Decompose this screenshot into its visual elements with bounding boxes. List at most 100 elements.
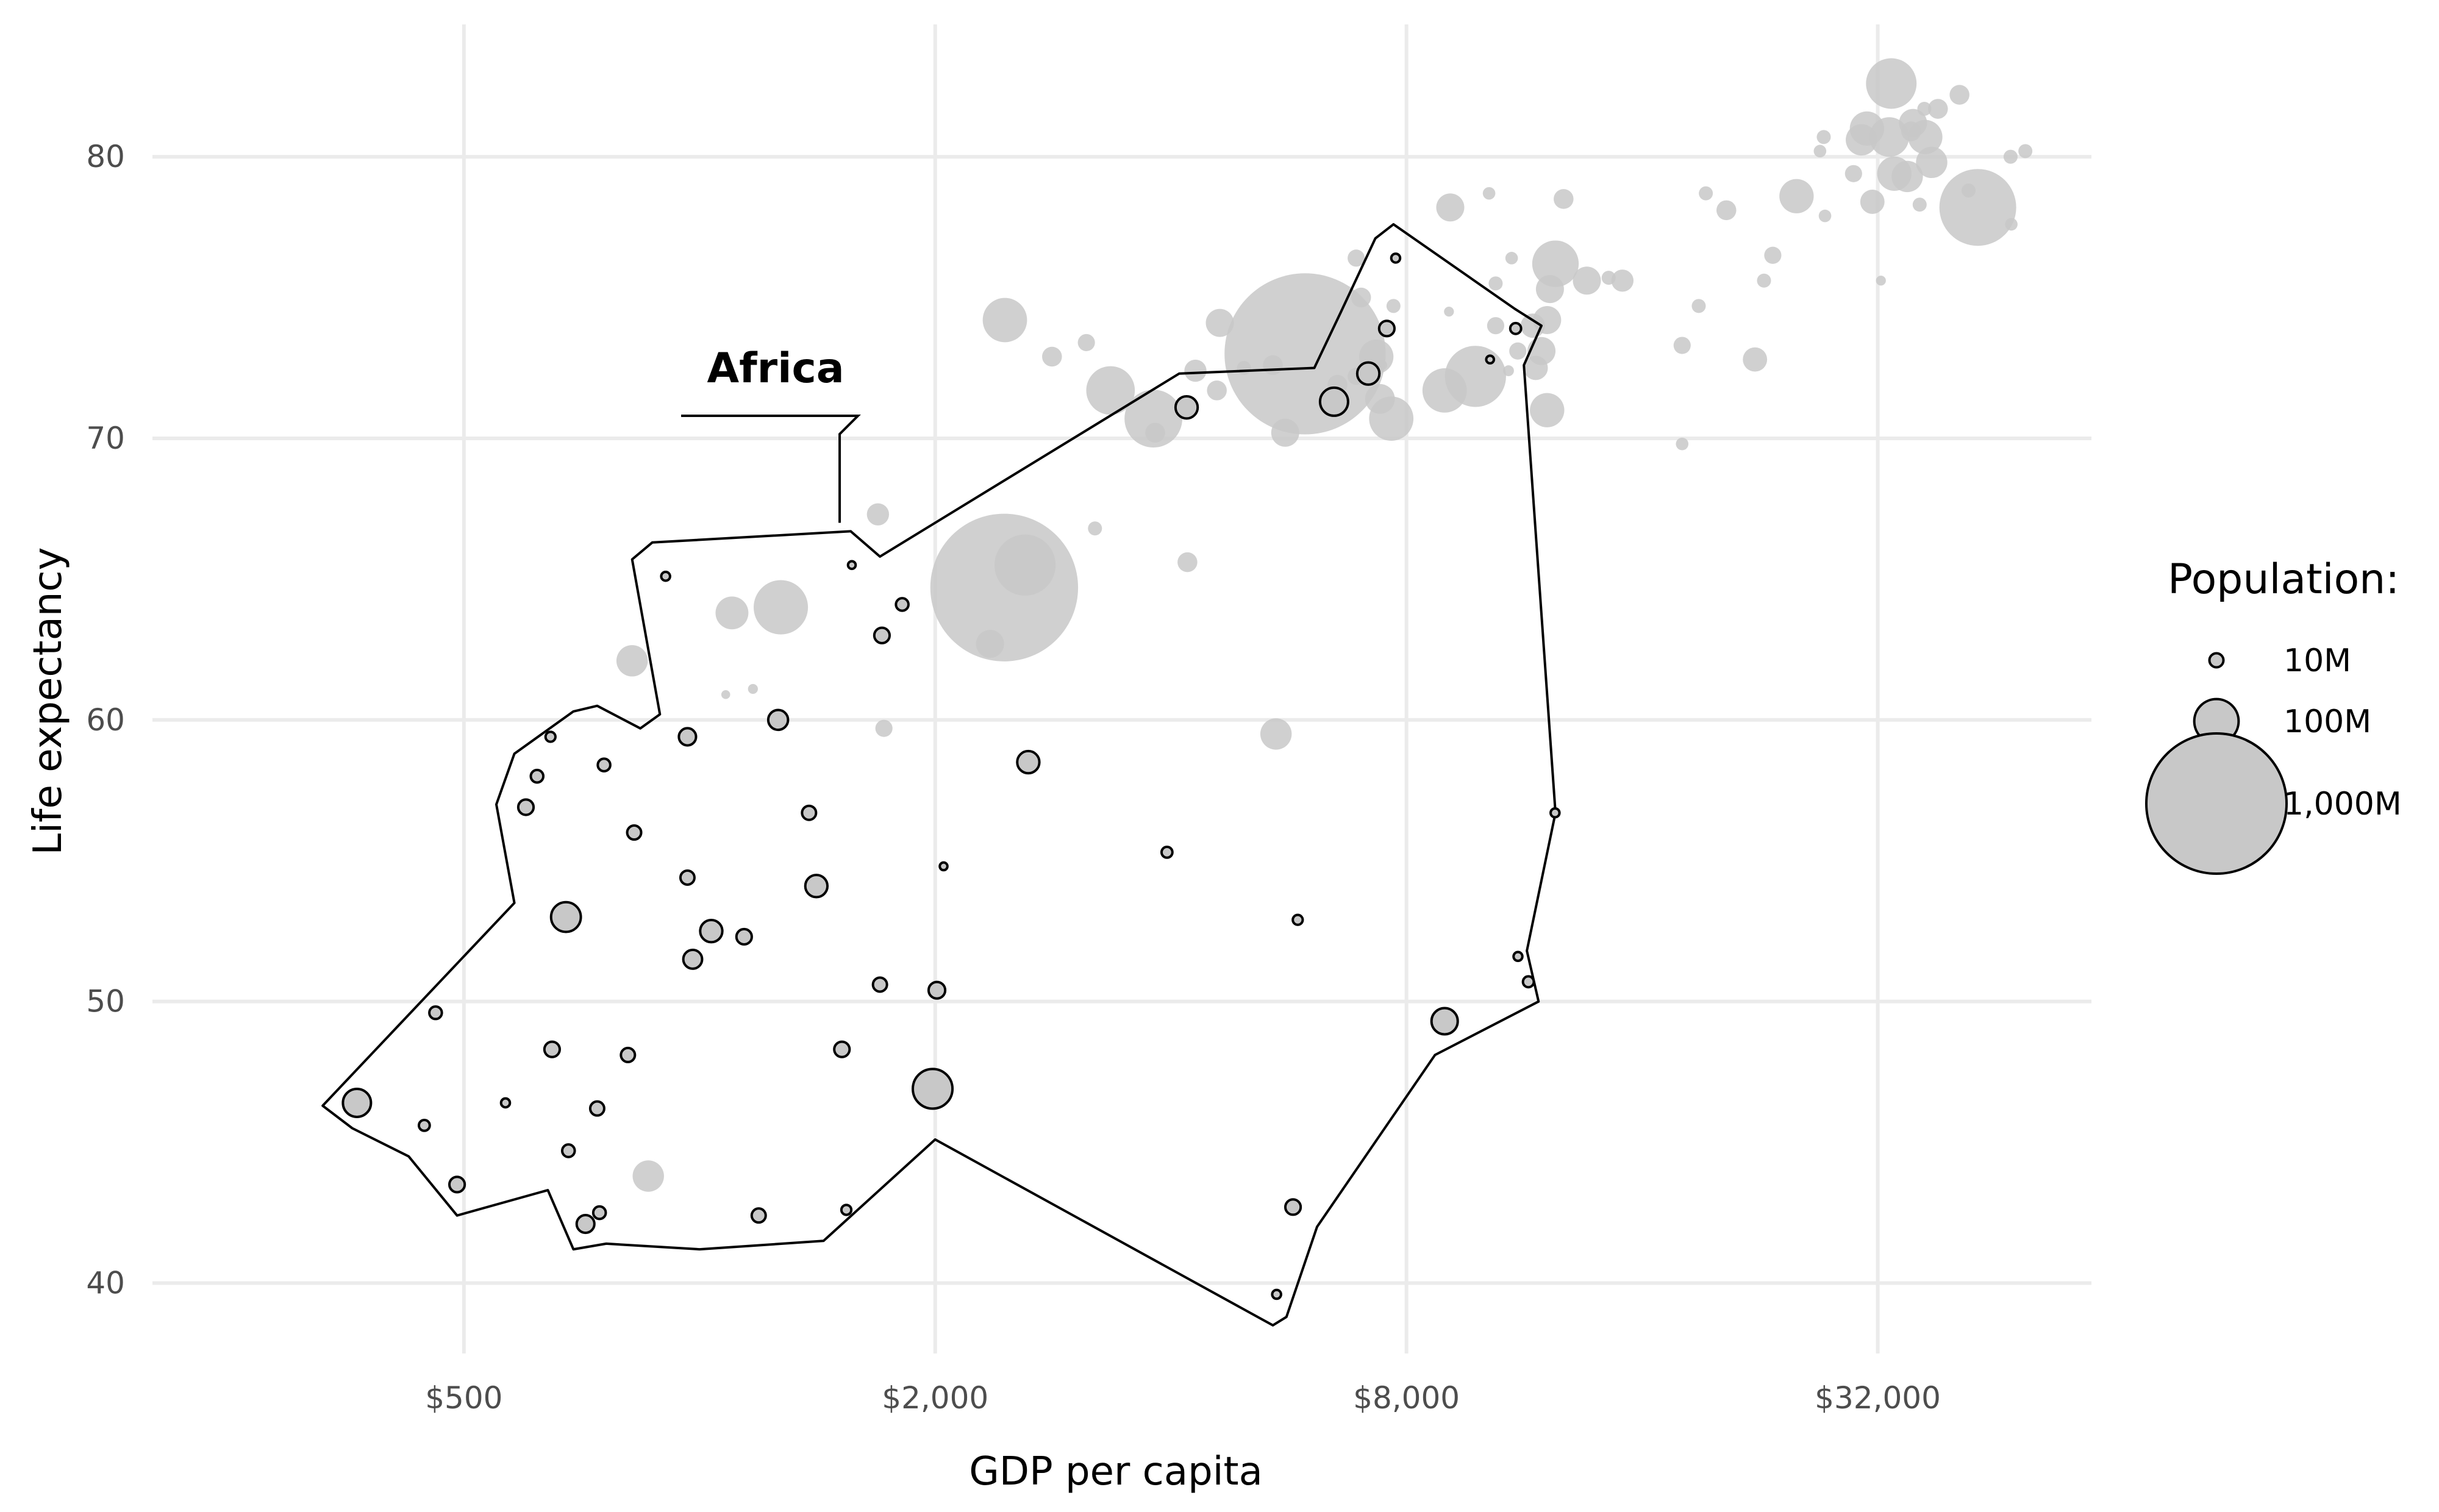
africa-data-point bbox=[677, 727, 698, 747]
data-point bbox=[1779, 179, 1814, 213]
data-point bbox=[1876, 276, 1886, 286]
africa-data-point bbox=[1512, 950, 1524, 963]
africa-data-point bbox=[549, 900, 582, 933]
africa-data-point bbox=[1271, 1288, 1282, 1300]
annotation-label: Africa bbox=[707, 344, 844, 393]
africa-data-point bbox=[1160, 845, 1174, 859]
africa-data-point bbox=[927, 980, 947, 1000]
data-point bbox=[875, 719, 893, 737]
africa-data-point bbox=[417, 1118, 431, 1132]
data-point bbox=[1917, 102, 1932, 116]
data-point bbox=[1764, 246, 1782, 264]
data-point bbox=[1386, 299, 1401, 313]
data-point bbox=[721, 690, 730, 699]
y-axis-ticks: 40 50 60 70 80 bbox=[86, 139, 125, 1300]
x-tick-label: $32,000 bbox=[1815, 1380, 1941, 1416]
legend-key bbox=[2208, 652, 2225, 669]
data-point bbox=[632, 1160, 664, 1192]
y-tick-label: 70 bbox=[86, 421, 125, 456]
data-point bbox=[1422, 368, 1467, 413]
africa-data-point bbox=[588, 1100, 605, 1117]
africa-data-point bbox=[699, 919, 724, 944]
data-point bbox=[1086, 366, 1135, 415]
africa-data-point bbox=[620, 1046, 637, 1063]
africa-data-point bbox=[499, 1097, 512, 1109]
data-point bbox=[1444, 306, 1454, 317]
data-point bbox=[1177, 552, 1198, 572]
data-point bbox=[930, 513, 1079, 661]
data-point bbox=[1124, 390, 1183, 448]
africa-data-point bbox=[766, 708, 790, 732]
x-tick-label: $500 bbox=[425, 1380, 502, 1416]
data-point bbox=[1601, 271, 1616, 285]
data-point bbox=[1716, 200, 1737, 221]
data-point bbox=[1237, 360, 1251, 375]
africa-data-point bbox=[912, 1068, 954, 1110]
data-point bbox=[1488, 276, 1503, 291]
data-point bbox=[1860, 190, 1885, 214]
africa-data-point bbox=[660, 570, 671, 582]
data-point bbox=[1509, 342, 1527, 360]
africa-data-point bbox=[1355, 361, 1381, 386]
data-point bbox=[1205, 308, 1234, 337]
africa-hull bbox=[321, 223, 1557, 1327]
data-point bbox=[1699, 186, 1713, 201]
data-point bbox=[616, 645, 648, 677]
data-point bbox=[1263, 355, 1283, 376]
data-point bbox=[1891, 160, 1923, 193]
annotation-leader-line bbox=[681, 414, 861, 523]
africa-data-point bbox=[1509, 321, 1523, 335]
legend-label: 1,000M bbox=[2284, 786, 2402, 822]
africa-data-point bbox=[1390, 252, 1402, 264]
data-point bbox=[1816, 130, 1831, 144]
gridlines bbox=[152, 24, 2091, 1353]
africa-data-point bbox=[846, 560, 857, 571]
africa-data-point bbox=[626, 824, 643, 841]
africa-data-point bbox=[575, 1213, 596, 1235]
data-point bbox=[1077, 333, 1095, 351]
data-point bbox=[1530, 393, 1565, 427]
data-point bbox=[1271, 418, 1299, 447]
data-point bbox=[1532, 240, 1579, 287]
data-point bbox=[1535, 275, 1564, 304]
data-point bbox=[1901, 121, 1921, 141]
data-point bbox=[754, 580, 809, 635]
africa-annotation: Africa bbox=[681, 344, 861, 523]
y-tick-label: 80 bbox=[86, 139, 125, 174]
data-point bbox=[2005, 218, 2018, 231]
data-point bbox=[866, 503, 890, 526]
data-point bbox=[1757, 273, 1771, 288]
data-point bbox=[1916, 146, 1948, 179]
x-tick-label: $2,000 bbox=[882, 1380, 988, 1416]
y-axis-title: Life expectancy bbox=[26, 547, 71, 855]
africa-data-point bbox=[1377, 319, 1396, 338]
data-point bbox=[1554, 189, 1574, 209]
africa-data-point bbox=[801, 804, 818, 821]
legend-title: Population: bbox=[2168, 555, 2399, 604]
africa-data-point bbox=[1174, 394, 1199, 420]
africa-data-point bbox=[873, 626, 891, 644]
africa-data-point bbox=[840, 1204, 853, 1216]
y-tick-label: 60 bbox=[86, 702, 125, 738]
legend: Population: 10M 100M 1,000M bbox=[2145, 555, 2402, 875]
data-point bbox=[1928, 99, 1948, 119]
points-africa bbox=[341, 252, 1561, 1300]
data-point bbox=[1505, 252, 1518, 265]
y-tick-label: 50 bbox=[86, 984, 125, 1019]
data-point bbox=[1611, 269, 1634, 292]
africa-data-point bbox=[428, 1005, 443, 1021]
africa-data-point bbox=[1549, 807, 1561, 819]
data-point bbox=[1184, 359, 1207, 382]
x-axis-title: GDP per capita bbox=[969, 1449, 1263, 1494]
legend-label: 10M bbox=[2284, 643, 2351, 679]
data-point bbox=[715, 596, 749, 630]
data-point bbox=[1351, 287, 1371, 308]
africa-data-point bbox=[516, 798, 535, 816]
africa-data-point bbox=[833, 1040, 851, 1058]
africa-data-point bbox=[735, 927, 753, 946]
africa-data-point bbox=[1485, 354, 1496, 365]
data-point bbox=[1487, 317, 1505, 335]
africa-data-point bbox=[543, 1040, 562, 1058]
x-tick-label: $8,000 bbox=[1353, 1380, 1460, 1416]
